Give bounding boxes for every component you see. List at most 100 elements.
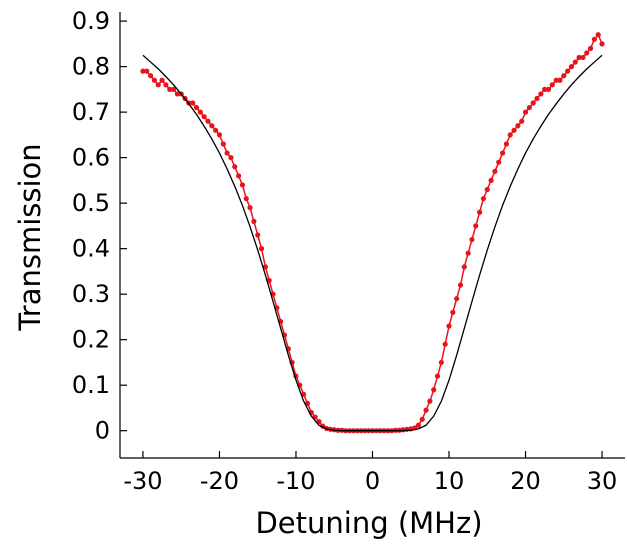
axes <box>119 12 625 459</box>
data-point <box>473 223 479 229</box>
x-axis-title: Detuning (MHz) <box>255 506 482 540</box>
data-point <box>427 398 433 404</box>
data-point <box>415 422 422 428</box>
y-tick-label: 0.2 <box>72 326 110 354</box>
y-axis-title: Transmission <box>13 143 47 331</box>
data-point <box>515 123 521 129</box>
data-point <box>255 232 261 238</box>
series <box>140 32 605 434</box>
data-point <box>538 91 544 97</box>
data-point <box>450 309 456 315</box>
y-tick-label: 0.8 <box>72 53 110 81</box>
data-point <box>591 36 597 42</box>
data-point <box>488 177 494 183</box>
x-tick-label: 0 <box>365 467 380 495</box>
x-tick-label: -10 <box>276 467 315 495</box>
data-point <box>228 155 234 161</box>
data-point <box>503 141 509 147</box>
data-point <box>438 359 444 366</box>
y-tick-label: 0.6 <box>72 144 110 172</box>
x-tick-label: 20 <box>510 467 541 495</box>
x-tick-label: 30 <box>587 467 618 495</box>
data-point <box>557 77 563 83</box>
data-point <box>247 205 253 211</box>
x-tick-label: -30 <box>123 467 162 495</box>
y-tick-label: 0.7 <box>72 98 110 126</box>
data-point <box>507 132 513 138</box>
data-point <box>576 54 582 61</box>
data-point <box>522 109 529 115</box>
data-point <box>519 118 525 124</box>
data-point <box>236 173 242 179</box>
y-tick-label: 0.5 <box>72 189 110 217</box>
y-tick-label: 0 <box>95 417 110 445</box>
data-point <box>545 86 552 92</box>
y-tick-label: 0.3 <box>72 280 110 308</box>
data-point <box>534 95 540 102</box>
x-tick-label: -20 <box>200 467 239 495</box>
data-point <box>580 54 586 61</box>
data-point <box>499 150 506 156</box>
data-point <box>599 41 605 47</box>
x-tick-label: 10 <box>434 467 465 495</box>
data-point <box>205 118 211 124</box>
data-point <box>258 246 265 252</box>
data-point <box>572 59 578 65</box>
data-point <box>220 141 226 147</box>
fit-curve <box>142 54 603 432</box>
data-point <box>434 373 441 379</box>
data-point <box>480 195 487 202</box>
data-point <box>419 416 425 422</box>
y-tick-label: 0.4 <box>72 235 110 263</box>
data-point <box>568 64 575 70</box>
data-point <box>170 86 177 92</box>
data-point <box>159 77 165 83</box>
data-point <box>584 50 590 56</box>
data-point <box>148 73 154 79</box>
data-point <box>446 323 452 329</box>
data-point <box>167 86 173 92</box>
data-point <box>301 391 307 397</box>
data-point <box>553 77 559 83</box>
data-point <box>465 250 471 256</box>
data-point <box>232 164 238 170</box>
data-point <box>526 104 532 111</box>
data-point <box>423 407 429 413</box>
data-point <box>561 73 567 79</box>
data-point <box>542 86 548 92</box>
data-point <box>454 296 460 302</box>
data-point <box>431 387 437 393</box>
data-point <box>251 218 257 224</box>
data-point <box>193 104 200 111</box>
data-point <box>530 100 536 106</box>
data-point <box>262 264 268 270</box>
data-point <box>197 109 203 115</box>
y-tick-label: 0.9 <box>72 7 110 35</box>
x-ticks: -30 -20 -10 0 10 20 30 <box>123 451 617 495</box>
data-point <box>155 82 161 88</box>
data-point <box>201 114 207 120</box>
data-point <box>457 282 464 288</box>
data-point <box>216 132 223 138</box>
data-point <box>174 91 180 97</box>
data-point <box>144 68 150 74</box>
data-point <box>565 68 571 74</box>
data-point <box>140 68 146 74</box>
data-point <box>496 159 502 165</box>
data-point <box>190 100 196 106</box>
data-point <box>224 150 230 156</box>
data-point <box>484 186 490 193</box>
data-point <box>587 45 594 52</box>
data-point <box>477 209 483 215</box>
data-point <box>209 123 215 129</box>
data-point <box>239 182 246 188</box>
y-tick-label: 0.1 <box>72 371 110 399</box>
data-point <box>549 82 555 88</box>
data-point <box>595 32 601 38</box>
data-point <box>163 82 169 88</box>
data-point <box>461 264 467 270</box>
data-curve <box>142 34 603 432</box>
data-point <box>243 195 249 202</box>
